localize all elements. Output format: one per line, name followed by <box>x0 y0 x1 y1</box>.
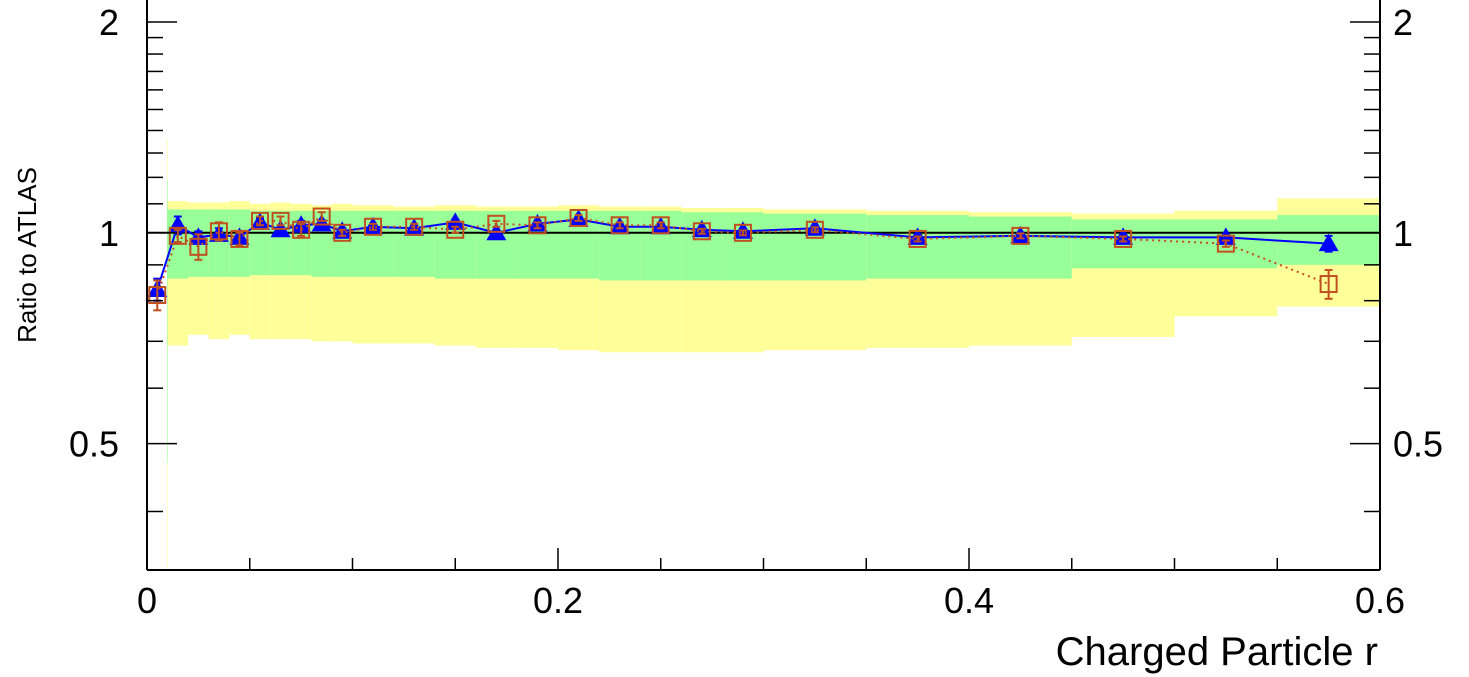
tick-labels: 0 0.2 0.4 0.6 0.5 0.5 1 1 2 2 <box>69 2 1443 621</box>
data-series <box>147 207 1339 312</box>
x-tick-label: 0.4 <box>944 580 994 621</box>
data-point-square <box>1216 234 1235 253</box>
band-inner <box>969 216 1072 279</box>
uncertainty-bands <box>167 139 1380 570</box>
data-point-square <box>1011 226 1030 245</box>
data-point-square <box>692 222 711 241</box>
data-point-square <box>528 216 547 235</box>
data-point-square <box>569 208 588 227</box>
data-point-square <box>364 217 383 236</box>
band-inner <box>208 209 230 277</box>
data-point-square <box>189 237 208 256</box>
y-tick-label-right: 2 <box>1393 2 1413 43</box>
data-point-square <box>610 216 629 235</box>
series-line-2 <box>156 215 1329 296</box>
data-point-square <box>651 216 670 235</box>
data-point-square <box>271 211 290 230</box>
data-point-square <box>446 220 465 239</box>
data-point-square <box>1319 275 1338 294</box>
x-axis-title: Charged Particle r <box>1056 630 1378 674</box>
y-tick-label-left: 0.5 <box>69 424 119 465</box>
data-point-square <box>908 229 927 248</box>
data-point-triangle <box>311 213 332 232</box>
x-tick-label: 0.6 <box>1355 580 1405 621</box>
data-point-square <box>209 222 228 241</box>
band-inner <box>331 210 353 277</box>
data-point-square <box>292 220 311 239</box>
data-point-square <box>230 229 249 248</box>
data-point-square <box>487 214 506 233</box>
x-tick-label: 0 <box>137 580 157 621</box>
data-point-square <box>148 286 167 305</box>
axis-ticks <box>146 21 1381 570</box>
data-point-square <box>333 223 352 242</box>
y-tick-label-left: 2 <box>99 2 119 43</box>
y-tick-label-right: 0.5 <box>1393 424 1443 465</box>
data-point-square <box>805 220 824 239</box>
y-tick-label-left: 1 <box>99 213 119 254</box>
data-point-square <box>405 217 424 236</box>
data-point-square <box>312 207 331 226</box>
data-point-square <box>168 226 187 245</box>
band-inner <box>167 179 168 463</box>
y-tick-label-right: 1 <box>1393 213 1413 254</box>
data-point-square <box>733 223 752 242</box>
data-point-triangle <box>1318 233 1339 252</box>
data-point-square <box>251 211 270 230</box>
data-point-square <box>1114 229 1133 248</box>
x-tick-label: 0.2 <box>533 580 583 621</box>
y-axis-title: Ratio to ATLAS <box>12 167 42 343</box>
